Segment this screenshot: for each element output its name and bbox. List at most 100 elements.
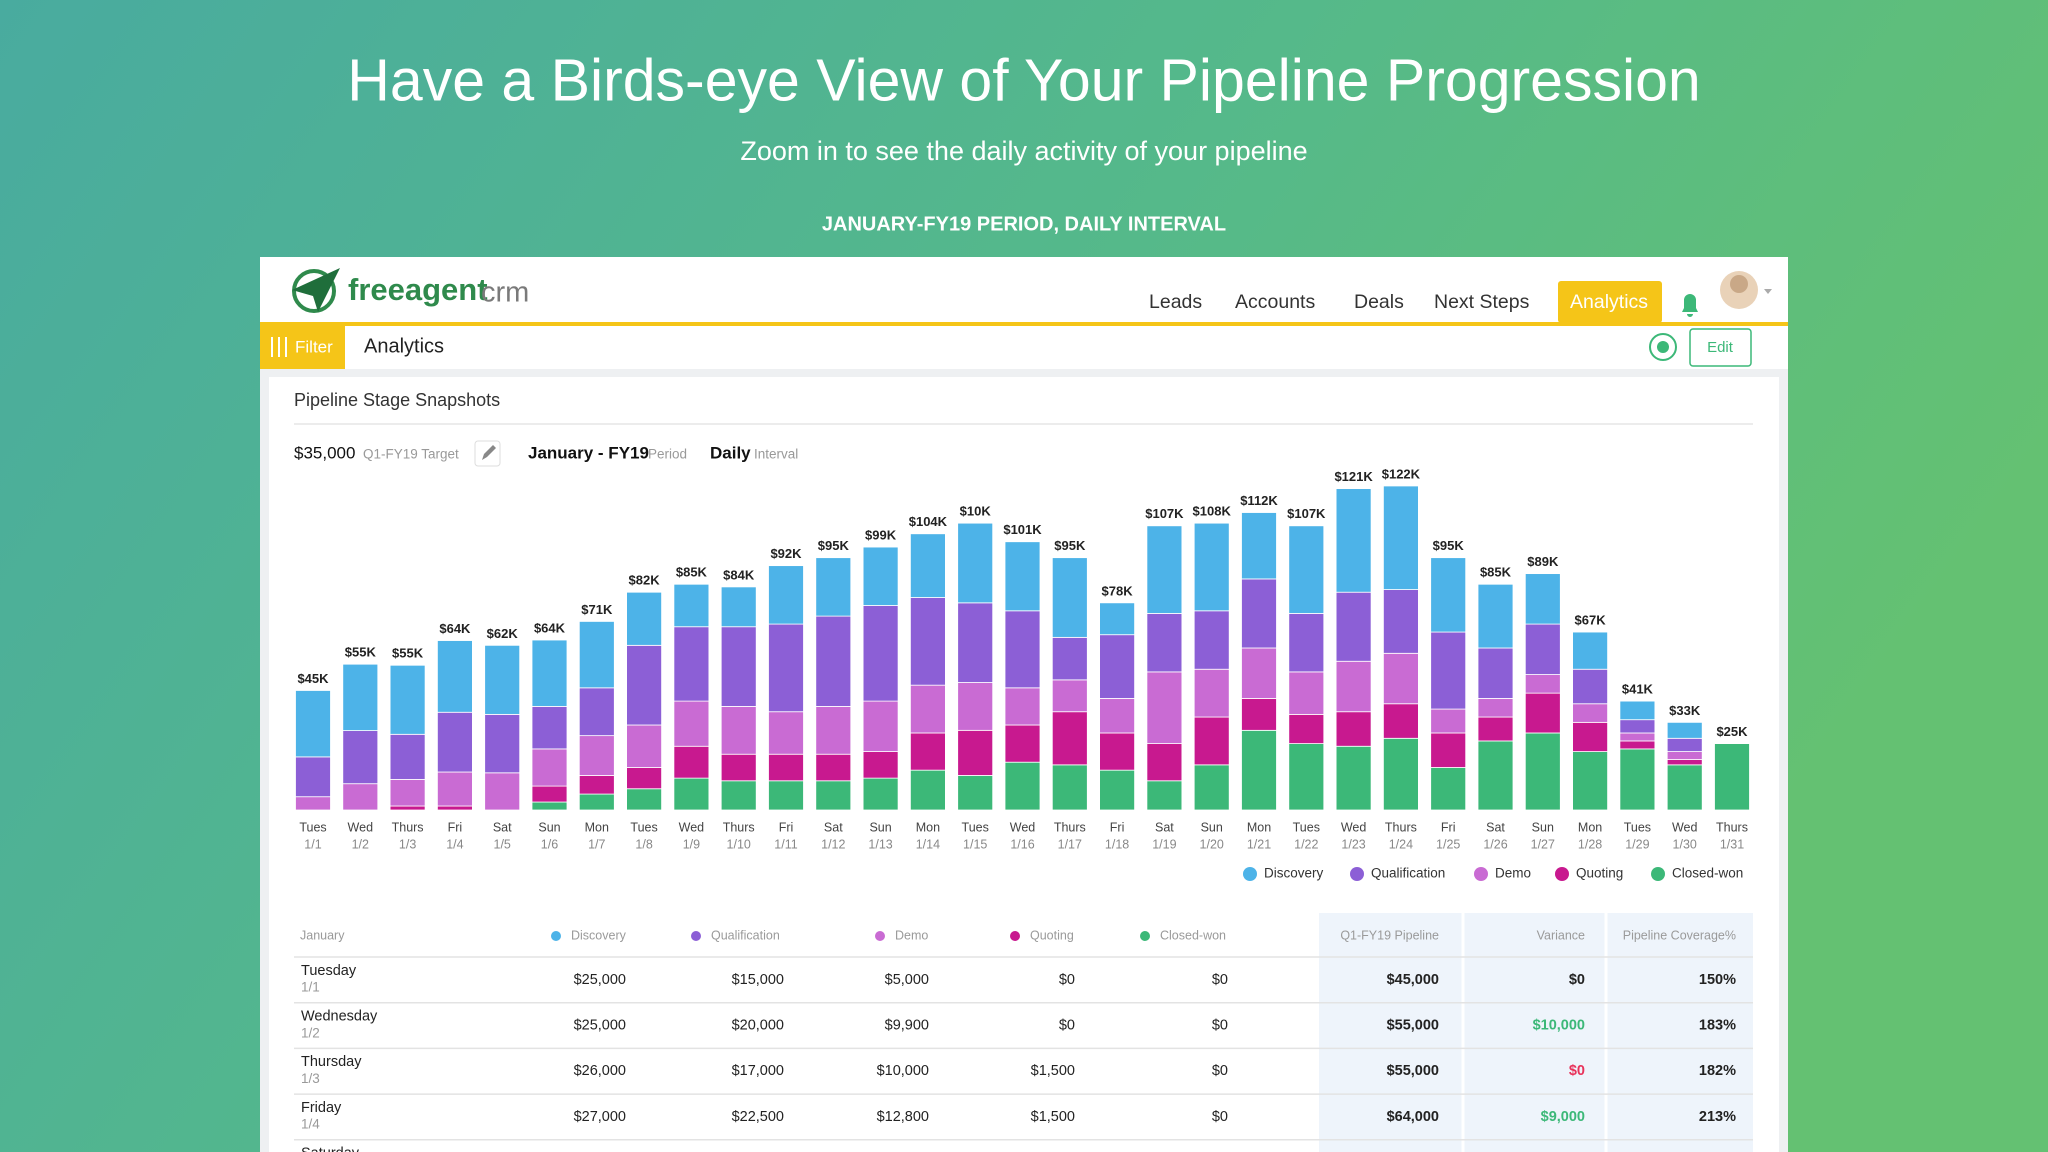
bar-segment (1193, 610, 1230, 670)
bar-segment (862, 777, 899, 811)
x-tick-date: 1/25 (1436, 837, 1460, 851)
total-label: $85K (1480, 565, 1512, 580)
legend-swatch (1350, 867, 1364, 881)
bar-segment (1430, 732, 1467, 768)
x-tick-date: 1/13 (868, 837, 892, 851)
bar-segment (1051, 764, 1088, 811)
cell: $5,000 (885, 972, 929, 988)
bar-segment (295, 796, 331, 811)
bar-segment (1477, 740, 1514, 811)
bar-segment (1524, 732, 1561, 811)
total-label: $55K (345, 645, 377, 660)
bell-icon[interactable] (1682, 294, 1698, 317)
sub-bar (260, 326, 1788, 369)
table-header: Qualification (711, 928, 780, 942)
logo[interactable]: freeagent crm (292, 268, 529, 313)
coverage: 213% (1699, 1109, 1736, 1125)
settings-gear (1657, 341, 1669, 353)
bar-segment (1335, 711, 1372, 747)
cell: $0 (1059, 1018, 1075, 1034)
bar-segment (1241, 729, 1277, 811)
bar-segment (342, 783, 379, 811)
bar-segment (910, 769, 946, 811)
x-tick-date: 1/26 (1483, 837, 1507, 851)
x-tick-label: Thurs (392, 820, 424, 834)
avatar-caret[interactable] (1764, 289, 1772, 294)
bar-segment (1004, 761, 1041, 811)
period-caption: Period (648, 447, 687, 462)
cell: $27,000 (574, 1109, 626, 1125)
total-label: $45K (297, 671, 329, 686)
x-tick-date: 1/12 (821, 837, 845, 851)
bar-segment (815, 753, 852, 782)
table-header: Closed-won (1160, 928, 1226, 942)
table-header: January (300, 928, 345, 942)
bar-segment (1004, 541, 1041, 612)
bar-segment (1146, 780, 1183, 811)
x-tick-label: Sat (493, 820, 512, 834)
header-dot (1010, 931, 1020, 941)
card-title: Pipeline Stage Snapshots (294, 390, 500, 410)
nav-item[interactable]: Next Steps (1434, 291, 1530, 313)
bar-segment (673, 777, 710, 811)
bar-segment (910, 684, 946, 734)
bar-segment (1241, 698, 1277, 731)
variance: $0 (1569, 1063, 1585, 1079)
logo-brand: freeagent (348, 272, 488, 307)
total-label: $64K (439, 621, 471, 636)
bar-segment (1666, 721, 1703, 739)
x-tick-label: Wed (348, 820, 374, 834)
bar-segment (578, 793, 615, 811)
bar-segment (1051, 679, 1088, 713)
bar-segment (910, 533, 946, 598)
bar-segment (862, 751, 899, 779)
nav-active-tab[interactable] (1558, 281, 1662, 323)
table-header: Discovery (571, 928, 627, 942)
total-label: $84K (723, 567, 755, 582)
interval-caption: Interval (754, 447, 798, 462)
x-tick-date: 1/21 (1247, 837, 1271, 851)
bar-segment (720, 753, 757, 782)
x-tick-label: Wed (679, 820, 705, 834)
filter-button[interactable] (260, 326, 345, 369)
bar-segment (389, 779, 426, 807)
bar-segment (1288, 671, 1325, 715)
nav-item[interactable]: Accounts (1235, 291, 1315, 313)
bar-segment (1193, 764, 1230, 811)
bar-segment (1524, 692, 1561, 734)
cell: $0 (1212, 1063, 1228, 1079)
x-tick-date: 1/17 (1058, 837, 1082, 851)
x-tick-date: 1/2 (352, 837, 369, 851)
x-tick-label: Sun (1532, 820, 1554, 834)
nav-item[interactable]: Deals (1354, 291, 1404, 313)
settings-button[interactable] (1649, 333, 1677, 361)
total-label: $107K (1287, 506, 1326, 521)
x-tick-date: 1/8 (635, 837, 652, 851)
hero-subtitle: Zoom in to see the daily activity of you… (740, 136, 1307, 166)
nav-item[interactable]: Leads (1149, 291, 1202, 313)
row-date: 1/4 (301, 1117, 320, 1132)
header-dot (1140, 931, 1150, 941)
row-day: Thursday (301, 1054, 362, 1070)
legend-label: Demo (1495, 866, 1531, 881)
edit-button[interactable] (1689, 328, 1752, 367)
variance: $0 (1569, 972, 1585, 988)
x-tick-label: Mon (1578, 820, 1602, 834)
total-label: $121K (1334, 469, 1373, 484)
x-tick-date: 1/19 (1152, 837, 1176, 851)
x-tick-label: Sun (538, 820, 560, 834)
total-label: $41K (1622, 682, 1654, 697)
bar-segment (626, 591, 662, 646)
legend-swatch (1651, 867, 1665, 881)
bar-segment (1051, 557, 1088, 638)
nav-item[interactable]: Analytics (1570, 291, 1648, 313)
x-tick-label: Fri (779, 820, 794, 834)
cell: $1,500 (1031, 1063, 1075, 1079)
cell: $64,000 (1387, 1109, 1439, 1125)
bar-segment (1288, 525, 1325, 614)
bar-segment (815, 706, 852, 755)
bar-segment (389, 733, 426, 780)
table-header: Pipeline Coverage% (1623, 928, 1736, 942)
bar-segment (1619, 740, 1656, 750)
